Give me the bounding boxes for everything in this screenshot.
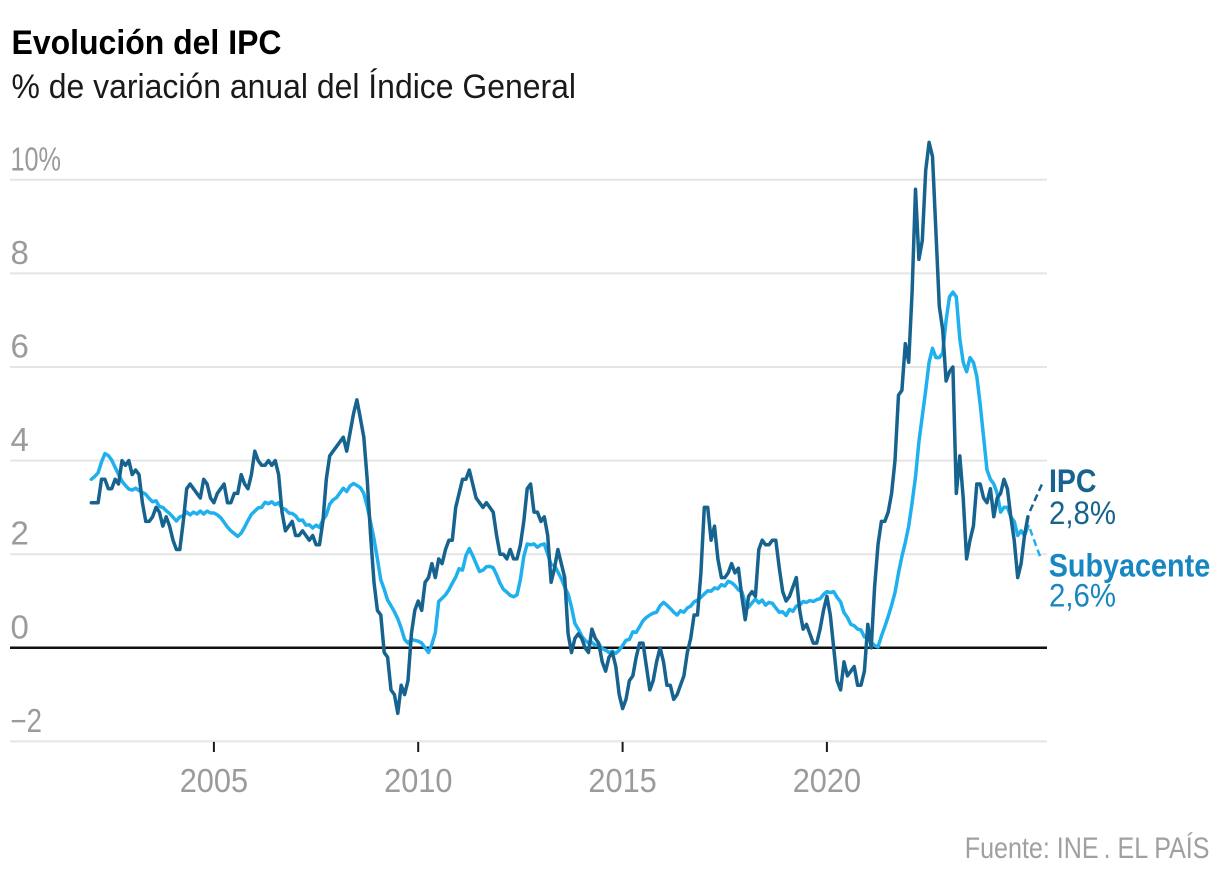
svg-text:2,6%: 2,6% [1049,577,1116,613]
svg-text:2015: 2015 [588,762,656,799]
svg-text:8: 8 [11,234,29,271]
svg-text:6: 6 [11,328,29,365]
svg-text:2,8%: 2,8% [1049,495,1116,531]
svg-text:% de variación anual del Índic: % de variación anual del Índice General [12,68,577,106]
svg-text:2020: 2020 [793,762,861,799]
svg-text:10%: 10% [11,140,62,177]
svg-text:Evolución del IPC: Evolución del IPC [12,24,282,62]
svg-text:4: 4 [11,421,29,458]
svg-text:IPC: IPC [1049,463,1097,499]
svg-text:0: 0 [11,608,29,645]
svg-text:2010: 2010 [384,762,452,799]
svg-text:2005: 2005 [180,762,248,799]
svg-text:−2: −2 [11,702,43,739]
svg-text:Fuente: INE . EL PAÍS: Fuente: INE . EL PAÍS [965,832,1210,865]
svg-text:Subyacente: Subyacente [1049,547,1211,583]
svg-text:2: 2 [11,515,29,552]
